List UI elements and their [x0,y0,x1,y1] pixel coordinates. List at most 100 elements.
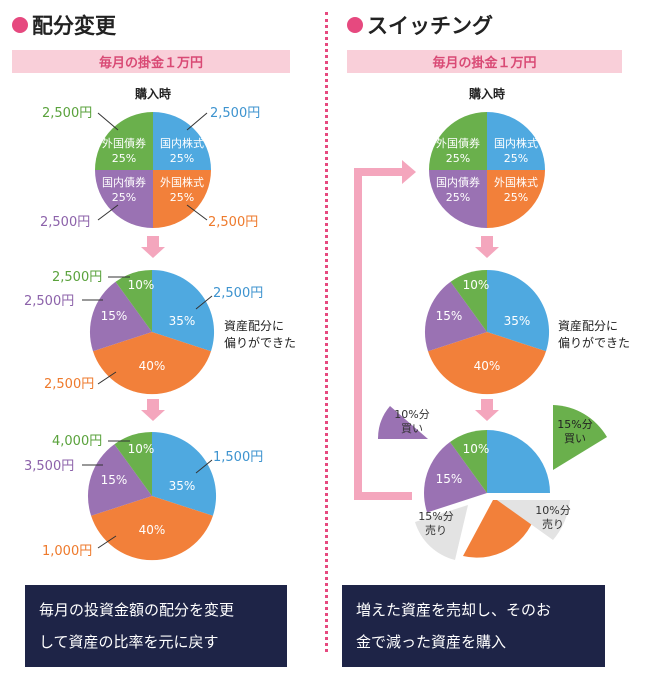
slice-label: 国内債券 [102,175,146,189]
buy-label: 買い [401,422,423,435]
sell-label: 15%分 [418,510,453,523]
amount-label: 2,500円 [42,106,92,121]
right-diagram: 購入時 国内株式 25% 外国株式 25% 国内債券 25% 外国債券 25% … [354,86,630,560]
sell-label: 売り [425,524,447,537]
right-caption: 増えた資産を売却し、そのお 金で減った資産を購入 [342,585,605,667]
slice-label: 外国債券 [436,136,480,150]
slice-purple-15 [87,444,152,516]
note-text: 資産配分に [558,318,618,333]
bullet-dot-icon [347,17,363,33]
pie-purchase: 国内株式 25% 外国株式 25% 国内債券 25% 外国債券 25% [429,112,545,228]
amount-label: 2,500円 [208,215,258,230]
slice-foreign-stock [487,170,545,228]
slice-pct: 40% [139,359,166,373]
column-divider [325,12,328,652]
left-band: 毎月の掛金１万円 [12,50,290,73]
purchase-label: 購入時 [134,86,171,101]
sell-wedge-orange [415,505,468,560]
slice-blue-remaining [487,430,550,493]
right-heading-text: スイッチング [367,14,493,38]
down-arrow-icon [141,399,165,421]
slice-pct: 35% [169,314,196,328]
left-heading: 配分変更 [12,10,116,40]
right-heading: スイッチング [347,10,493,40]
slice-pct: 15% [436,309,463,323]
slice-domestic-bond [95,170,153,228]
slice-label: 外国債券 [102,136,146,150]
buy-wedge-purple [377,406,428,439]
leader-line [186,112,208,131]
slice-pct: 35% [169,479,196,493]
slice-pct: 15% [101,473,128,487]
slice-foreign-bond [429,112,487,170]
bullet-dot-icon [12,17,28,33]
left-diagram: 購入時 国内株式 25% 外国株式 25% 国内債券 25% 外国債券 25% … [24,86,296,561]
leader-line [97,112,119,131]
leader-line [195,295,213,310]
amount-label: 1,000円 [42,544,92,559]
slice-green-10 [450,270,487,332]
leader-line [195,459,213,474]
slice-pct: 25% [446,191,470,204]
slice-pct: 25% [112,152,136,165]
slice-pct: 25% [170,152,194,165]
slice-label: 外国株式 [160,175,204,189]
amount-label: 3,500円 [24,459,74,474]
slice-label: 国内株式 [494,136,538,150]
slice-foreign-stock [153,170,211,228]
slice-green-10 [114,432,152,496]
caption-line: 金で減った資産を購入 [356,633,507,651]
down-arrow-icon [475,236,499,258]
slice-purple-15 [424,442,487,513]
down-arrow-icon [475,399,499,421]
down-arrow-icon [141,236,165,258]
slice-foreign-bond [95,112,153,170]
left-heading-text: 配分変更 [32,14,116,38]
sell-label: 売り [542,518,564,531]
slice-pct: 25% [446,152,470,165]
slice-label: 国内株式 [160,136,204,150]
slice-orange-40 [93,332,211,395]
slice-domestic-stock [153,112,211,170]
note-text: 偏りができた [558,335,630,350]
amount-label: 2,500円 [44,377,94,392]
slice-green-10 [450,429,487,493]
amount-label: 4,000円 [52,434,102,449]
purchase-label: 購入時 [468,86,505,101]
slice-pct: 15% [101,309,128,323]
slice-pct: 25% [170,191,194,204]
slice-blue-35 [152,432,217,516]
amount-label: 1,500円 [213,450,263,465]
slice-domestic-stock [487,112,545,170]
buy-label: 買い [564,432,586,445]
pie-drift: 35% 40% 15% 10% [89,270,215,395]
sell-label: 10%分 [535,504,570,517]
slice-label: 外国株式 [494,175,538,189]
slice-pct: 25% [504,152,528,165]
slice-label: 国内債券 [436,175,480,189]
leader-line [186,204,208,221]
leader-line [97,535,117,549]
slice-pct: 15% [436,472,463,486]
slice-pct: 40% [474,359,501,373]
slice-orange-40 [91,496,213,561]
amount-label: 2,500円 [52,270,102,285]
slice-pct: 25% [504,191,528,204]
amount-label: 2,500円 [213,286,263,301]
slice-purple-15 [424,281,487,352]
slice-pct: 25% [112,191,136,204]
slice-pct: 10% [463,278,490,292]
pie-drift: 35% 40% 15% 10% [424,269,550,395]
pie-purchase: 国内株式 25% 外国株式 25% 国内債券 25% 外国債券 25% [95,112,211,228]
pie-rebalanced: 35% 40% 15% 10% [87,432,217,561]
pie-switching: 15% 10% [424,429,550,558]
amount-label: 2,500円 [24,294,74,309]
buy-label: 10%分 [394,408,429,421]
slice-pct: 10% [128,442,155,456]
left-caption: 毎月の投資金額の配分を変更 して資産の比率を元に戻す [25,585,287,667]
buy-label: 15%分 [557,418,592,431]
slice-green-10 [115,270,152,332]
slice-pct: 35% [504,314,531,328]
slice-pct: 10% [128,278,155,292]
slice-blue-35 [487,269,550,352]
